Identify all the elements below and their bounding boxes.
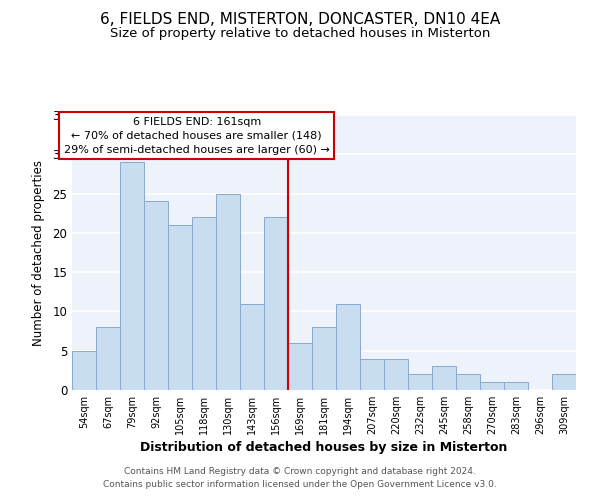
- Text: 6 FIELDS END: 161sqm
← 70% of detached houses are smaller (148)
29% of semi-deta: 6 FIELDS END: 161sqm ← 70% of detached h…: [64, 116, 330, 154]
- Y-axis label: Number of detached properties: Number of detached properties: [32, 160, 46, 346]
- Bar: [264, 217, 288, 390]
- Bar: [336, 304, 360, 390]
- Bar: [408, 374, 432, 390]
- Text: Size of property relative to detached houses in Misterton: Size of property relative to detached ho…: [110, 28, 490, 40]
- Bar: [552, 374, 576, 390]
- Bar: [480, 382, 504, 390]
- Bar: [312, 327, 336, 390]
- Bar: [456, 374, 480, 390]
- Bar: [72, 350, 96, 390]
- Bar: [384, 358, 408, 390]
- Bar: [144, 202, 168, 390]
- Bar: [96, 327, 120, 390]
- Text: 6, FIELDS END, MISTERTON, DONCASTER, DN10 4EA: 6, FIELDS END, MISTERTON, DONCASTER, DN1…: [100, 12, 500, 28]
- Bar: [216, 194, 240, 390]
- Bar: [120, 162, 144, 390]
- Text: Contains public sector information licensed under the Open Government Licence v3: Contains public sector information licen…: [103, 480, 497, 489]
- Bar: [168, 225, 192, 390]
- Bar: [240, 304, 264, 390]
- Bar: [360, 358, 384, 390]
- Text: Contains HM Land Registry data © Crown copyright and database right 2024.: Contains HM Land Registry data © Crown c…: [124, 468, 476, 476]
- Bar: [432, 366, 456, 390]
- Bar: [504, 382, 528, 390]
- Bar: [288, 343, 312, 390]
- Bar: [192, 217, 216, 390]
- X-axis label: Distribution of detached houses by size in Misterton: Distribution of detached houses by size …: [140, 441, 508, 454]
